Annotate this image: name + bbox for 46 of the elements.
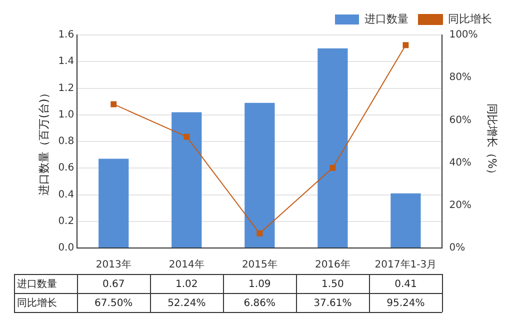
y-tick-label: 1.2 (58, 82, 74, 94)
point (184, 134, 190, 140)
y-tick-label: 0.8 (58, 136, 74, 148)
y-tick-label: 0.6 (58, 162, 74, 174)
point (256, 230, 263, 236)
point (110, 101, 117, 108)
data-label: 52.24% (168, 298, 206, 310)
data-label: 1.02 (176, 279, 198, 290)
bar (244, 102, 275, 248)
point (330, 164, 336, 171)
x-tick-label: 2016年 (314, 258, 350, 271)
point (402, 42, 409, 48)
x-tick-label: 2013年 (96, 258, 132, 271)
y2-tick-label: 80% (449, 72, 472, 84)
text: 进口数量 (17, 279, 57, 290)
data-label: 1.50 (322, 279, 344, 290)
data-label: 95.24% (386, 298, 425, 310)
y2-axis-title: 同比增长（%） (486, 103, 499, 180)
y2-tick-label: 40% (449, 157, 472, 168)
y-tick-label: 1.0 (58, 109, 74, 120)
bar (98, 158, 129, 248)
y-tick-label: 0.0 (58, 242, 74, 254)
data-label: 37.61% (314, 298, 352, 310)
x-tick-label: 2014年 (168, 258, 204, 271)
y2-tick-label: 100% (449, 30, 478, 41)
legend-label: 进口数量 (364, 12, 408, 26)
y2-tick-label: 60% (449, 114, 472, 126)
bar (318, 48, 348, 248)
text: 同比增长 (17, 298, 57, 310)
y-tick-label: 1.6 (58, 30, 74, 41)
y-axis-title: 进口数量（百万(台)） (37, 88, 50, 196)
bar (172, 112, 202, 248)
data-label: 1.09 (248, 279, 271, 290)
x-tick-label: 2015年 (242, 258, 278, 271)
y2-tick-label: 20% (449, 200, 472, 211)
data-label: 0.67 (102, 279, 125, 290)
data-label: 6.86% (244, 298, 276, 310)
x-tick-label: 2017年1-3月 (374, 258, 437, 271)
y-tick-label: 1.4 (58, 56, 74, 68)
data-label: 67.50% (94, 298, 133, 310)
y2-tick-label: 0% (449, 242, 466, 254)
y-tick-label: 0.4 (58, 189, 74, 200)
data-label: 0.41 (394, 279, 417, 290)
y-tick-label: 0.2 (58, 216, 74, 227)
legend-label: 同比增长 (448, 12, 492, 26)
bar (390, 193, 421, 248)
